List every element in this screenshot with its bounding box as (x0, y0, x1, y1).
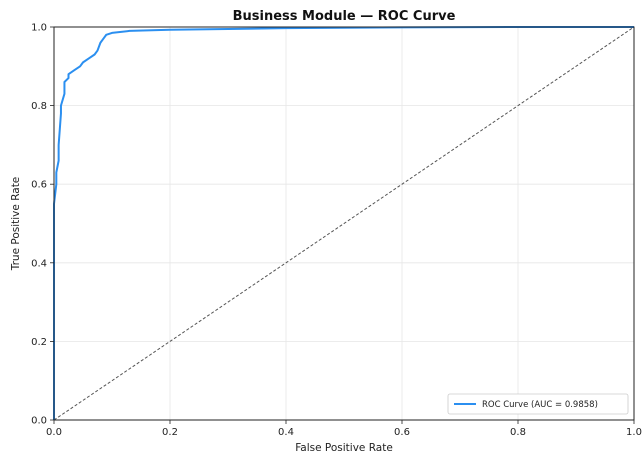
y-tick-label: 0.4 (31, 258, 47, 269)
x-tick-label: 0.8 (510, 427, 526, 438)
y-tick-label: 0.0 (31, 416, 47, 427)
y-axis-label: True Positive Rate (10, 177, 22, 272)
series-group (53, 26, 634, 420)
legend-box (447, 393, 629, 415)
y-tick-label: 1.0 (31, 23, 47, 34)
x-axis-label: False Positive Rate (295, 442, 393, 454)
legend-label: ROC Curve (AUC = 0.9858) (482, 400, 598, 410)
x-tick-label: 1.0 (626, 427, 642, 438)
y-axis-ticks: 0.0 0.2 0.4 0.6 0.8 1.0 (31, 23, 54, 427)
x-axis-ticks: 0.0 0.2 0.4 0.6 0.8 1.0 (46, 420, 642, 438)
y-tick-label: 0.2 (31, 337, 47, 348)
x-tick-label: 0.2 (162, 427, 178, 438)
roc-curve-line (53, 26, 634, 420)
x-tick-label: 0.6 (394, 427, 410, 438)
y-tick-label: 0.6 (31, 180, 47, 191)
y-tick-label: 0.8 (31, 101, 47, 112)
x-tick-label: 0.4 (278, 427, 294, 438)
chart-title: Business Module — ROC Curve (233, 9, 456, 24)
plot-frame (53, 26, 635, 421)
x-tick-label: 0.0 (46, 427, 62, 438)
diagonal-dashed-line (53, 26, 635, 421)
legend: ROC Curve (AUC = 0.9858) (447, 393, 629, 415)
diagonal-line (53, 26, 635, 421)
